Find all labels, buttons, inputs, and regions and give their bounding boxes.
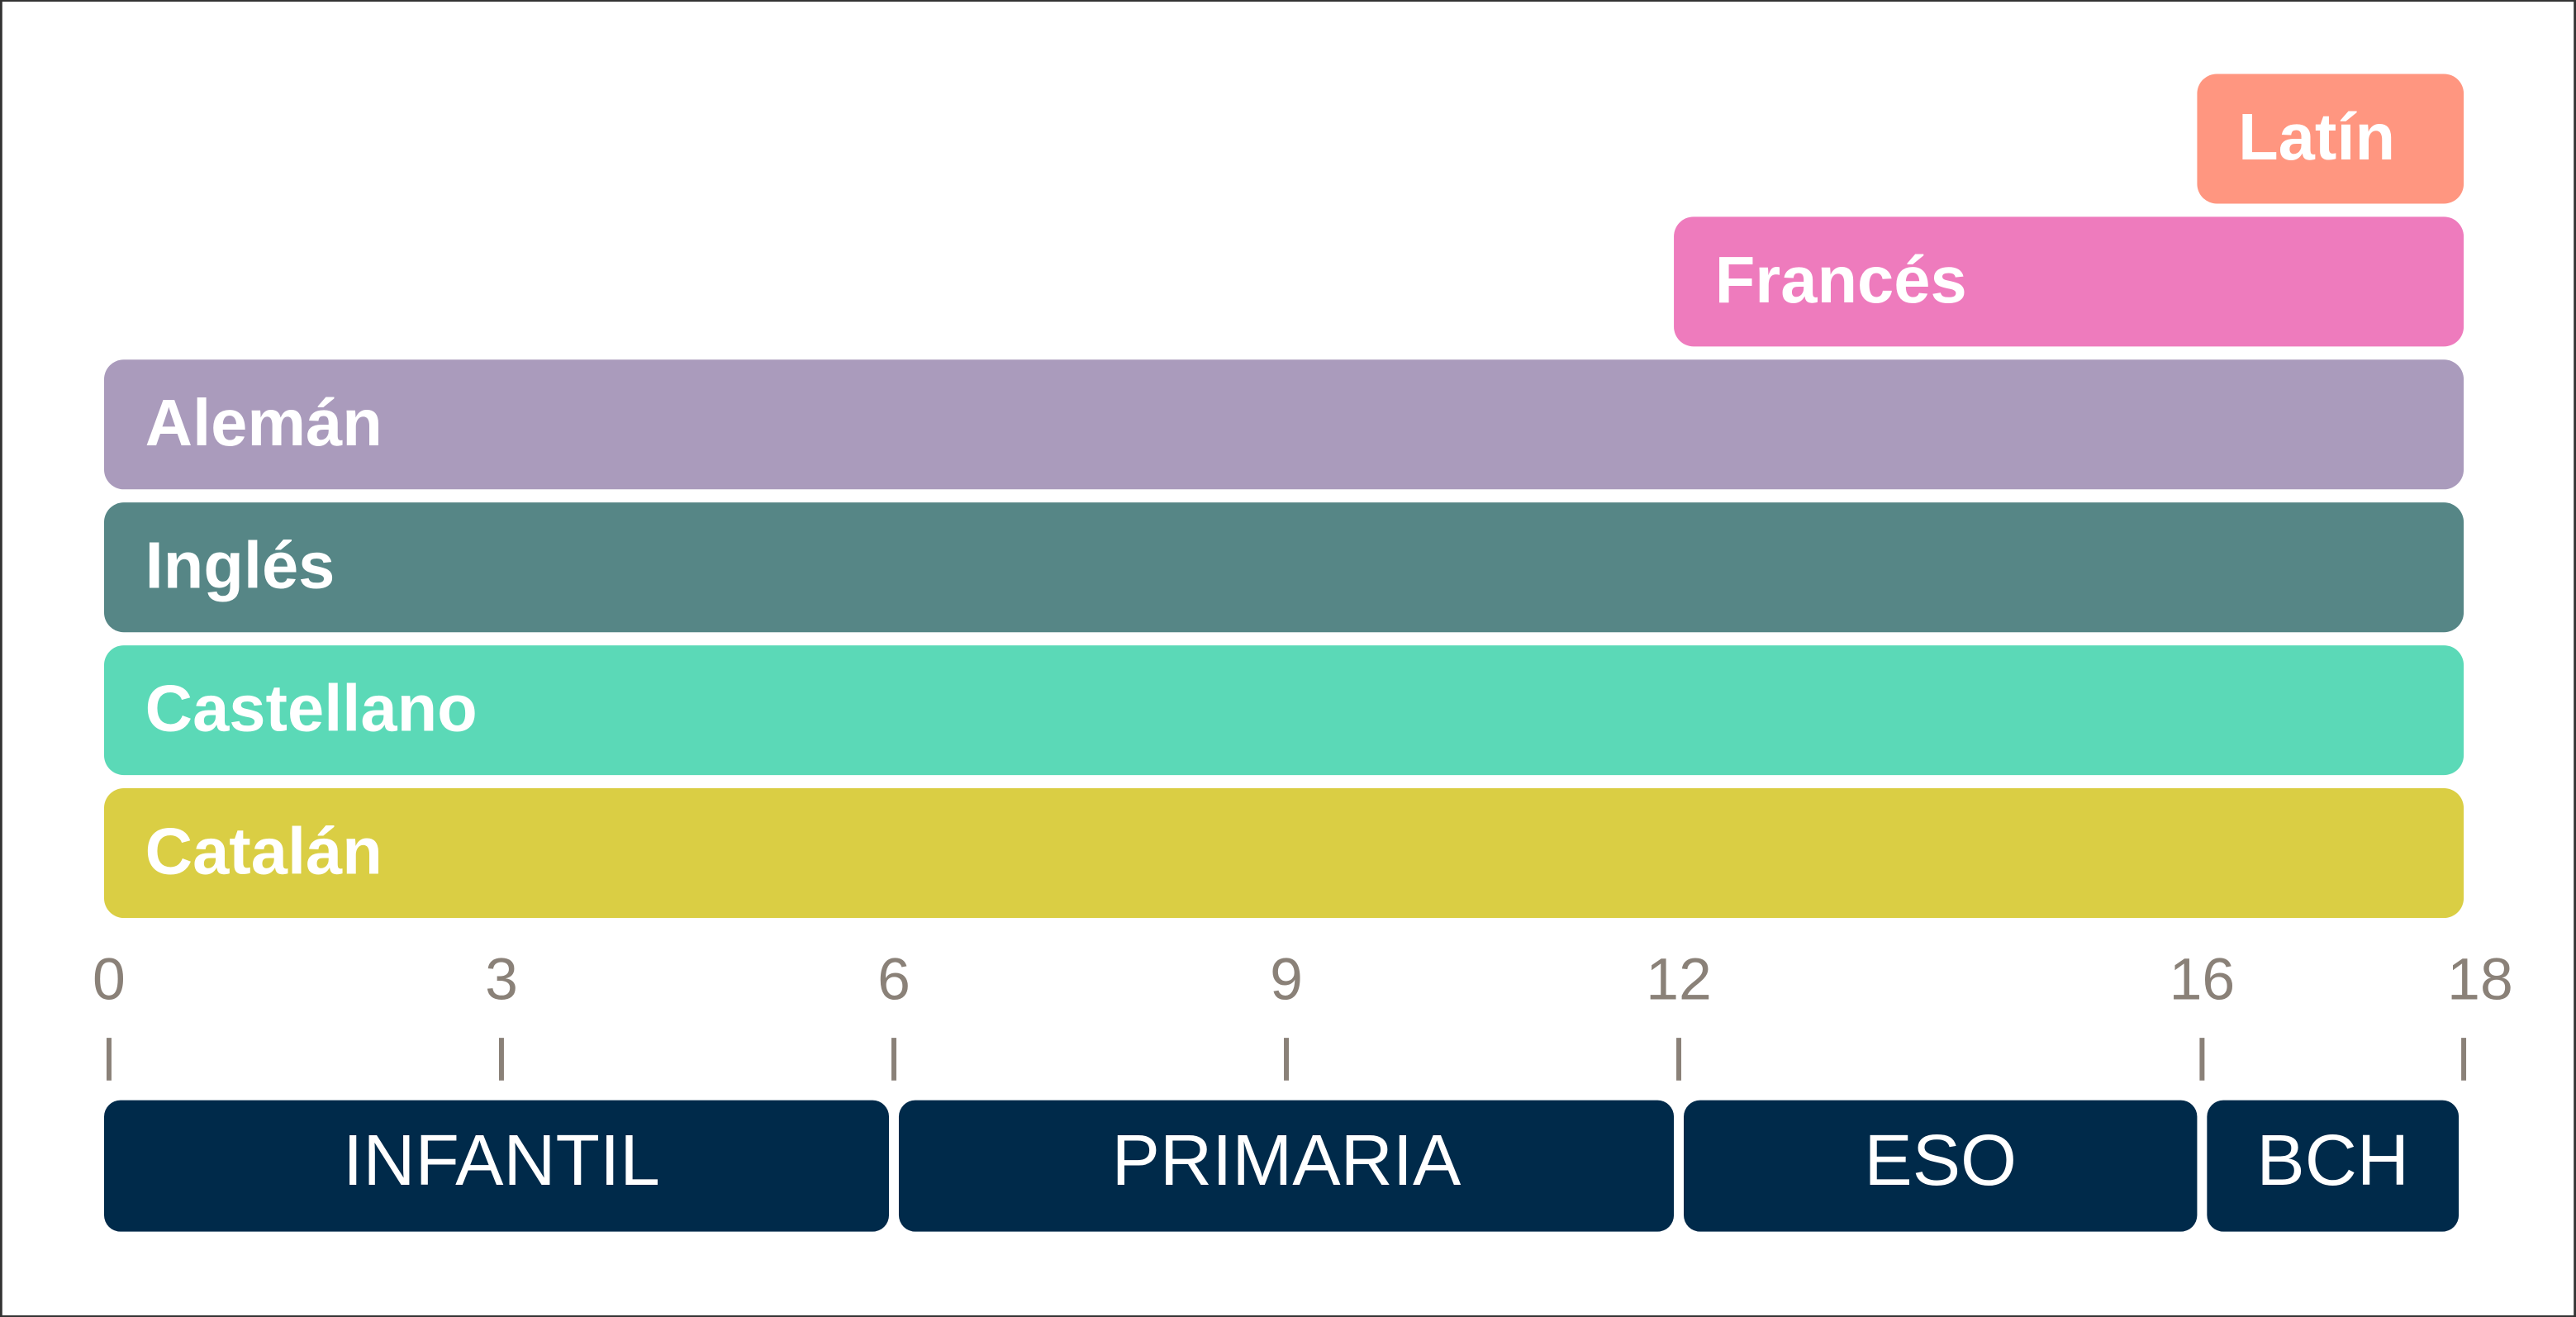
stage-label: INFANTIL: [343, 1120, 660, 1201]
stage-label: PRIMARIA: [1112, 1120, 1461, 1201]
language-label: Inglés: [145, 529, 335, 602]
language-label: Alemán: [145, 386, 383, 459]
language-label: Catalán: [145, 814, 383, 887]
language-label: Francés: [1715, 243, 1967, 316]
language-label: Latín: [2238, 100, 2395, 174]
x-tick-label: 18: [2447, 946, 2513, 1012]
language-bar: [103, 788, 2464, 919]
stage-label: ESO: [1864, 1120, 2017, 1201]
stage-bar: [2207, 1100, 2460, 1232]
language-bar: [2197, 74, 2464, 204]
language-bar: [1674, 216, 2464, 347]
x-tick-label: 9: [1270, 946, 1303, 1012]
language-bar: [103, 359, 2464, 490]
stage-bar: [898, 1100, 1675, 1232]
language-bar: [103, 645, 2464, 776]
x-tick-label: 6: [877, 946, 910, 1012]
stage-bar: [1683, 1100, 2198, 1232]
x-tick-label: 12: [1646, 946, 1712, 1012]
x-tick-label: 0: [93, 946, 126, 1012]
language-bar: [103, 502, 2464, 633]
x-tick-label: 16: [2170, 946, 2236, 1012]
stage-label: BCH: [2256, 1120, 2409, 1201]
x-tick-label: 3: [485, 946, 518, 1012]
stage-bar: [103, 1100, 890, 1232]
language-label: Castellano: [145, 672, 478, 745]
